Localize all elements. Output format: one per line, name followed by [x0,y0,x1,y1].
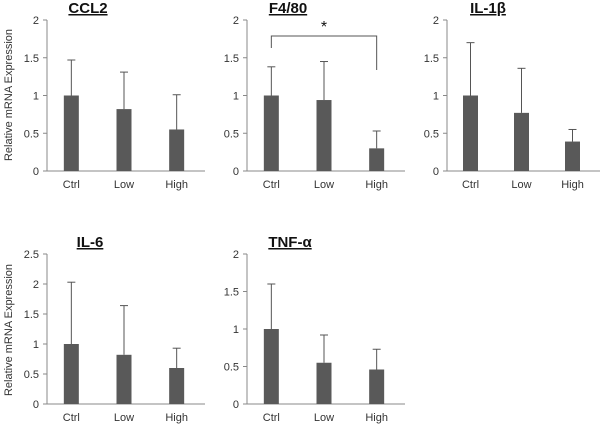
x-tick-label: Ctrl [462,179,479,191]
chart-title: CCL2 [68,0,107,17]
bar-high [369,369,385,404]
y-tick-label: 0 [33,166,39,178]
bar-low [514,112,529,171]
x-tick-label: Low [511,179,531,191]
y-tick-label: 1.5 [424,53,439,65]
bar-low [116,354,132,404]
significance-marker: * [321,19,327,36]
chart-panel-3: IL-6 Relative mRNA Expression 0 0.5 1 1.5 2 2.5… [3,234,205,424]
x-tick-label: High [165,179,188,191]
bar-ctrl [263,95,279,171]
bar-high [565,141,580,171]
y-axis-label: Relative mRNA Expression [3,264,15,396]
y-tick-label: 1 [233,91,239,103]
y-tick-label: 2 [33,15,39,27]
chart-title: IL-6 [77,234,104,251]
y-tick-label: 1 [33,91,39,103]
y-tick-label: 2 [33,279,39,291]
chart-panel-1: F4/80 0 0.5 1 1.5 2 Ctrl Low High * [224,0,405,191]
y-tick-label: 0 [233,399,239,411]
y-tick-label: 0 [433,166,439,178]
y-tick-label: 1.5 [224,287,239,299]
bar-ctrl [263,329,279,404]
significance-bracket [270,35,378,70]
x-tick-label: High [165,412,188,424]
x-tick-label: Low [314,412,334,424]
bar-ctrl [463,95,478,171]
x-tick-label: Ctrl [263,412,280,424]
x-tick-label: Ctrl [63,412,80,424]
y-tick-label: 0 [233,166,239,178]
bar-high [169,129,185,171]
y-tick-label: 2.5 [24,249,39,261]
x-tick-label: Ctrl [263,179,280,191]
bar-low [316,100,332,171]
y-tick-label: 0.5 [24,369,39,381]
y-tick-label: 0.5 [24,128,39,140]
y-tick-label: 2 [433,15,439,27]
x-tick-label: Low [314,179,334,191]
y-tick-label: 2 [233,249,239,261]
chart-title: F4/80 [269,0,307,17]
chart-title: TNF-α [268,234,312,251]
x-tick-label: High [561,179,584,191]
y-tick-label: 1 [233,324,239,336]
chart-panel-4: TNF-α 0 0.5 1 1.5 2 Ctrl Low High [224,234,405,424]
x-tick-label: Low [114,179,134,191]
x-tick-label: High [365,179,388,191]
y-tick-label: 2 [233,15,239,27]
bar-high [369,148,385,171]
y-axis-label: Relative mRNA Expression [3,29,15,161]
bar-high [169,368,185,404]
x-tick-label: Low [114,412,134,424]
bar-low [316,362,332,404]
y-tick-label: 1 [33,339,39,351]
y-tick-label: 0.5 [224,128,239,140]
y-tick-label: 0.5 [224,362,239,374]
y-tick-label: 1 [433,91,439,103]
y-tick-label: 1.5 [224,53,239,65]
x-tick-label: Ctrl [63,179,80,191]
chart-panel-2: IL-1β 0 0.5 1 1.5 2 Ctrl Low High [424,0,600,191]
bar-ctrl [63,344,79,404]
y-tick-label: 0 [33,399,39,411]
chart-title: IL-1β [470,0,506,17]
x-tick-label: High [365,412,388,424]
bar-ctrl [63,95,79,171]
y-tick-label: 1.5 [24,309,39,321]
chart-panel-0: CCL2 Relative mRNA Expression 0 0.5 1 1.5 2 Ctr… [3,0,205,191]
y-tick-label: 1.5 [24,53,39,65]
y-tick-label: 0.5 [424,128,439,140]
bar-low [116,109,132,171]
